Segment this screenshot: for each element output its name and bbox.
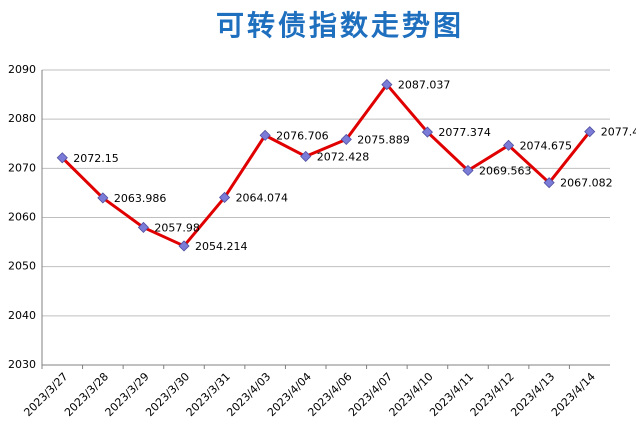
marker xyxy=(178,240,190,252)
data-label: 2057.98 xyxy=(154,221,200,234)
data-label: 2072.15 xyxy=(73,152,119,165)
y-tick-label: 2060 xyxy=(8,211,36,224)
y-tick-label: 2030 xyxy=(8,358,36,371)
data-label: 2054.214 xyxy=(195,240,248,253)
marker xyxy=(340,133,352,145)
y-tick-label: 2070 xyxy=(8,161,36,174)
marker xyxy=(421,126,433,138)
x-tick-label: 2023/4/14 xyxy=(549,370,598,419)
marker xyxy=(543,177,555,189)
y-tick-label: 2080 xyxy=(8,112,36,125)
marker xyxy=(381,79,393,91)
data-label: 2077.459 xyxy=(601,126,636,139)
marker xyxy=(584,126,596,138)
marker xyxy=(300,150,312,162)
data-label: 2069.563 xyxy=(479,164,532,177)
data-label: 2087.037 xyxy=(398,79,451,92)
marker xyxy=(97,192,109,204)
y-tick-label: 2050 xyxy=(8,260,36,273)
line-series xyxy=(61,83,591,248)
data-label: 2076.706 xyxy=(276,129,329,142)
data-label: 2074.675 xyxy=(520,139,573,152)
marker xyxy=(259,129,271,141)
data-label: 2063.986 xyxy=(114,192,167,205)
y-tick-label: 2040 xyxy=(8,309,36,322)
marker xyxy=(56,152,68,164)
data-label: 2072.428 xyxy=(317,150,370,163)
data-label: 2064.074 xyxy=(236,191,288,204)
data-label: 2075.889 xyxy=(357,133,410,146)
y-tick-label: 2090 xyxy=(8,63,36,76)
chart-title: 可转债指数走势图 xyxy=(216,9,464,42)
marker xyxy=(137,221,149,233)
data-label: 2067.082 xyxy=(560,177,613,190)
marker xyxy=(503,139,515,151)
marker xyxy=(462,164,474,177)
marker xyxy=(219,191,231,204)
data-label: 2077.374 xyxy=(438,126,491,139)
